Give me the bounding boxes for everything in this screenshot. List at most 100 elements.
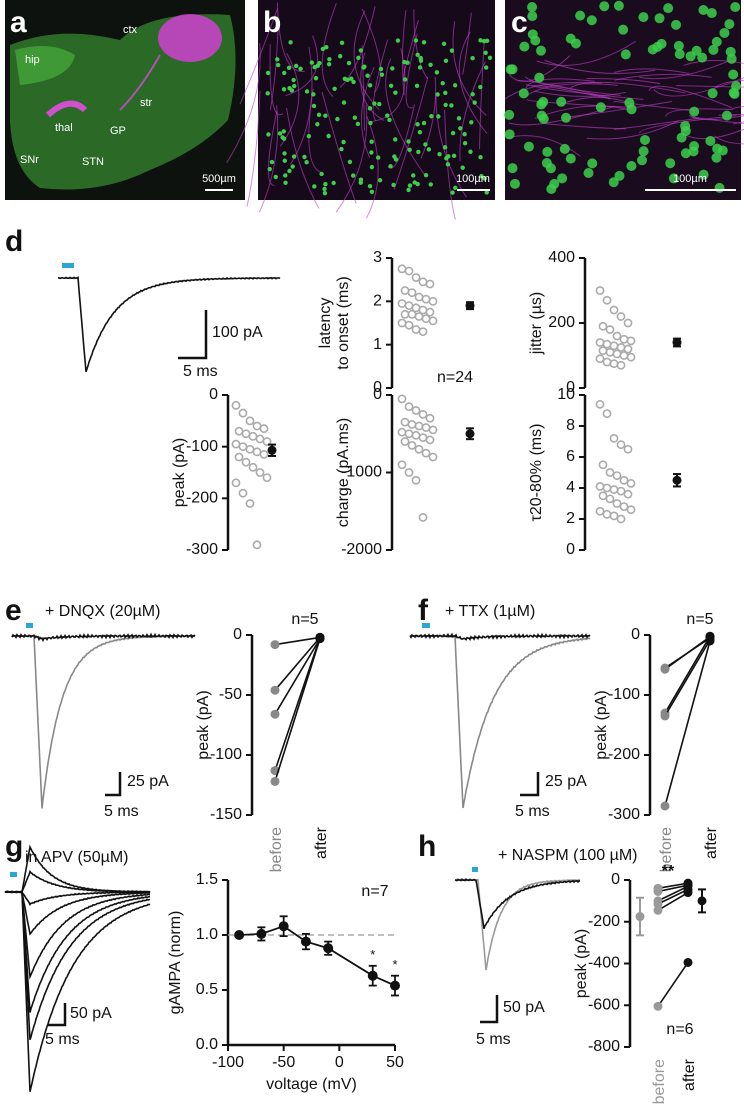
cell — [534, 72, 545, 83]
scale-label: 100 pA — [212, 324, 263, 341]
cell — [470, 92, 475, 97]
cell — [339, 40, 345, 46]
cell — [479, 174, 484, 179]
data-point — [421, 314, 431, 324]
data-point — [626, 336, 636, 346]
data-point — [407, 309, 417, 319]
cell — [450, 130, 456, 136]
data-point — [414, 444, 424, 454]
cell — [689, 106, 700, 117]
cell — [390, 66, 395, 71]
condition: + DNQX (20µM) — [45, 603, 160, 620]
data-point — [595, 354, 605, 364]
fiber — [452, 21, 487, 116]
fiber — [691, 116, 744, 124]
cell — [282, 158, 287, 163]
data-point — [605, 325, 615, 334]
y-tick-label: -300 — [608, 806, 640, 823]
data-point — [418, 409, 428, 419]
cell — [721, 110, 732, 121]
before-point — [270, 709, 280, 719]
fiber — [536, 40, 637, 66]
after-point — [705, 632, 715, 642]
cell — [326, 61, 332, 67]
cell — [356, 55, 361, 61]
cell — [527, 11, 538, 22]
cell — [286, 65, 292, 70]
cell — [313, 75, 319, 81]
fiber — [372, 39, 389, 121]
cell — [428, 62, 433, 68]
y-axis-label: peak (pA) — [171, 438, 188, 507]
cell — [725, 46, 736, 57]
before-point — [270, 640, 280, 650]
fiber — [276, 2, 305, 72]
cell — [282, 151, 287, 156]
cell — [323, 113, 328, 118]
cell — [407, 183, 413, 188]
panel-letter: a — [10, 6, 27, 39]
cell — [452, 83, 458, 88]
scale-label: 25 pA — [127, 773, 169, 790]
cell — [708, 44, 719, 55]
data-point — [400, 417, 410, 427]
before-point — [270, 776, 280, 786]
data-point — [414, 292, 424, 302]
cell — [730, 1, 741, 12]
category-label: before — [268, 827, 285, 872]
cell — [283, 173, 288, 178]
y-tick-label: -800 — [588, 1038, 620, 1055]
scale-bar-label: 500µm — [202, 173, 236, 185]
data-point — [404, 429, 414, 439]
cell — [595, 102, 606, 113]
cell — [369, 164, 375, 170]
panel-letter: g — [5, 830, 23, 863]
cell — [557, 173, 568, 184]
y-tick-label: -100 — [210, 746, 242, 763]
category-label: before — [658, 827, 675, 872]
data-point — [238, 488, 248, 498]
category-label: after — [703, 826, 720, 859]
data-point — [609, 305, 619, 315]
y-tick-label: -1000 — [341, 464, 382, 481]
fiber — [444, 109, 456, 220]
data-point — [425, 279, 435, 289]
cell — [468, 149, 473, 154]
cell — [561, 112, 572, 123]
cell — [276, 62, 281, 68]
scale-label: 50 pA — [70, 1005, 112, 1022]
pair-line — [657, 884, 689, 893]
cell — [689, 140, 700, 151]
region-label: SNr — [20, 154, 39, 166]
x-axis-label: voltage (mV) — [266, 1076, 357, 1093]
cell — [481, 39, 487, 44]
y-tick-label: 4 — [566, 479, 575, 496]
cell — [324, 45, 329, 50]
cell — [391, 182, 396, 188]
pair-line — [274, 636, 321, 646]
cell — [469, 120, 474, 125]
annotation: n=5 — [686, 611, 713, 628]
cell — [559, 143, 570, 154]
cell — [445, 162, 451, 167]
hippocampus — [15, 46, 75, 85]
cell — [378, 66, 384, 72]
cell — [523, 141, 534, 152]
before-point — [660, 801, 670, 811]
panel-letter: b — [263, 6, 281, 39]
cell — [519, 41, 530, 52]
data-point — [616, 312, 626, 321]
fiber — [361, 45, 365, 131]
cell — [388, 83, 394, 88]
cell — [451, 153, 457, 159]
data-point — [605, 347, 615, 357]
cell — [341, 100, 347, 105]
pair-line — [274, 637, 321, 771]
y-tick-label: 0 — [373, 379, 382, 396]
cell — [458, 126, 463, 131]
cell — [583, 168, 594, 179]
fiber — [385, 58, 427, 177]
cell — [293, 63, 299, 69]
cell — [265, 70, 271, 76]
fiber — [713, 135, 744, 145]
